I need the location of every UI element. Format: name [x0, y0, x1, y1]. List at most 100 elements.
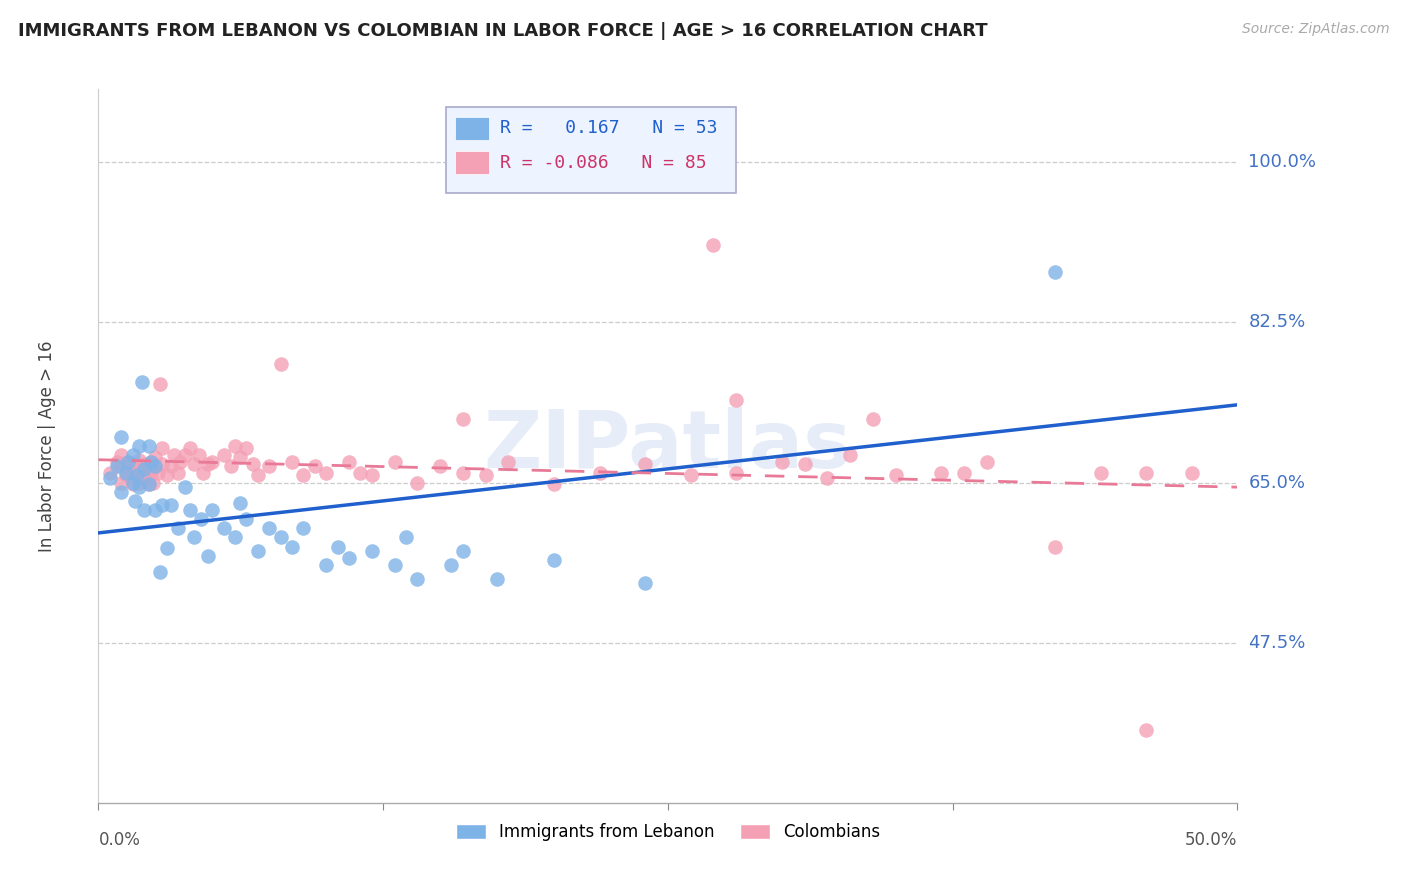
Point — [793, 458, 815, 472]
Point — [132, 458, 155, 472]
Point — [132, 503, 155, 517]
Point — [197, 458, 219, 472]
Point — [498, 455, 520, 469]
Point — [406, 572, 429, 586]
Point — [634, 576, 657, 591]
Point — [1135, 467, 1157, 481]
Point — [156, 541, 179, 556]
Point — [360, 468, 382, 483]
Point — [138, 439, 160, 453]
Point — [138, 459, 160, 474]
Point — [588, 467, 610, 481]
Point — [179, 503, 201, 517]
Point — [110, 430, 132, 444]
Point — [326, 540, 349, 554]
Point — [98, 467, 121, 481]
Point — [131, 375, 153, 389]
Point — [862, 411, 884, 425]
Point — [976, 455, 998, 469]
Point — [1043, 265, 1066, 279]
Point — [149, 566, 172, 580]
Legend: Immigrants from Lebanon, Colombians: Immigrants from Lebanon, Colombians — [449, 817, 887, 848]
Point — [1043, 540, 1066, 554]
Point — [110, 448, 132, 462]
Point — [429, 459, 451, 474]
Point — [128, 475, 150, 490]
Point — [219, 459, 242, 474]
Point — [150, 441, 173, 455]
Point — [228, 496, 250, 510]
Point — [304, 459, 326, 474]
Text: Source: ZipAtlas.com: Source: ZipAtlas.com — [1241, 22, 1389, 37]
Point — [138, 477, 160, 491]
Point — [98, 471, 121, 485]
Point — [114, 467, 136, 481]
Point — [145, 459, 167, 474]
Point — [451, 544, 474, 558]
Point — [160, 459, 183, 474]
Point — [121, 458, 143, 472]
Point — [114, 468, 136, 483]
Point — [121, 477, 143, 491]
Point — [839, 448, 862, 462]
Point — [543, 553, 565, 567]
Point — [193, 467, 215, 481]
Text: IMMIGRANTS FROM LEBANON VS COLOMBIAN IN LABOR FORCE | AGE > 16 CORRELATION CHART: IMMIGRANTS FROM LEBANON VS COLOMBIAN IN … — [18, 22, 988, 40]
Point — [110, 459, 132, 474]
Point — [117, 455, 139, 469]
Point — [169, 455, 191, 469]
Point — [156, 468, 179, 483]
Point — [337, 550, 360, 565]
Point — [149, 376, 172, 391]
Point — [212, 448, 235, 462]
Point — [281, 540, 304, 554]
Point — [145, 503, 167, 517]
Text: 50.0%: 50.0% — [1185, 831, 1237, 849]
Point — [127, 459, 149, 474]
Point — [138, 477, 160, 491]
Point — [142, 475, 165, 490]
Point — [128, 480, 150, 494]
Point — [145, 459, 167, 474]
Point — [679, 468, 702, 483]
Point — [235, 441, 257, 455]
Point — [121, 475, 143, 490]
Point — [105, 459, 128, 474]
Point — [292, 521, 315, 535]
Point — [179, 441, 201, 455]
Point — [1135, 723, 1157, 737]
Point — [201, 503, 224, 517]
Point — [167, 467, 190, 481]
Point — [167, 521, 190, 535]
Text: 47.5%: 47.5% — [1249, 633, 1306, 652]
Point — [259, 521, 281, 535]
Point — [197, 549, 219, 563]
Point — [124, 467, 146, 481]
Point — [451, 411, 474, 425]
Point — [349, 467, 371, 481]
Point — [246, 544, 269, 558]
Point — [128, 439, 150, 453]
Point — [440, 558, 463, 572]
Point — [131, 467, 153, 481]
Point — [132, 471, 155, 485]
Point — [190, 512, 212, 526]
Point — [451, 467, 474, 481]
Point — [259, 459, 281, 474]
Point — [242, 458, 264, 472]
Point — [139, 455, 162, 469]
Point — [183, 458, 205, 472]
Point — [121, 448, 143, 462]
Point — [162, 448, 184, 462]
Point — [337, 455, 360, 469]
Point — [384, 558, 406, 572]
Point — [270, 531, 292, 545]
Point — [360, 544, 382, 558]
Point — [110, 484, 132, 499]
Point — [224, 439, 246, 453]
Point — [105, 455, 128, 469]
Text: R =   0.167   N = 53: R = 0.167 N = 53 — [501, 120, 718, 137]
Point — [634, 458, 657, 472]
Point — [174, 480, 197, 494]
Point — [486, 572, 509, 586]
